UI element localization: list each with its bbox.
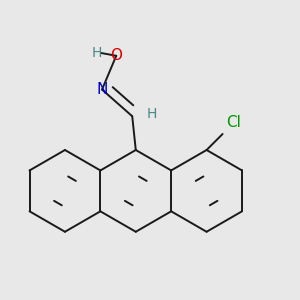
Text: Cl: Cl	[226, 115, 241, 130]
Text: N: N	[96, 82, 108, 97]
Text: H: H	[147, 107, 157, 122]
Text: H: H	[92, 46, 102, 60]
Text: O: O	[110, 48, 122, 63]
